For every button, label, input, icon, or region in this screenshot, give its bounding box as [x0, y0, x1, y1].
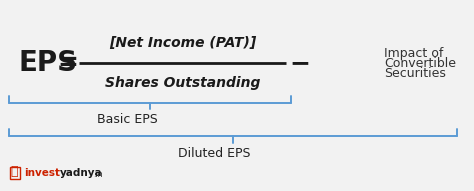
Text: =: =	[58, 51, 79, 75]
Text: Basic EPS: Basic EPS	[97, 113, 157, 126]
Text: Diluted EPS: Diluted EPS	[178, 147, 250, 160]
Text: EPS: EPS	[18, 49, 78, 77]
Text: .in: .in	[93, 170, 102, 179]
Text: invest: invest	[24, 168, 60, 178]
Text: [Net Income (PAT)]: [Net Income (PAT)]	[109, 36, 256, 50]
Text: ऱ: ऱ	[10, 165, 18, 178]
Text: −: −	[290, 51, 311, 75]
Text: Shares Outstanding: Shares Outstanding	[105, 76, 260, 90]
Text: Convertible: Convertible	[384, 57, 456, 70]
Text: Securities: Securities	[384, 67, 446, 80]
Text: yadnya: yadnya	[60, 168, 102, 178]
Text: Impact of: Impact of	[384, 47, 443, 60]
